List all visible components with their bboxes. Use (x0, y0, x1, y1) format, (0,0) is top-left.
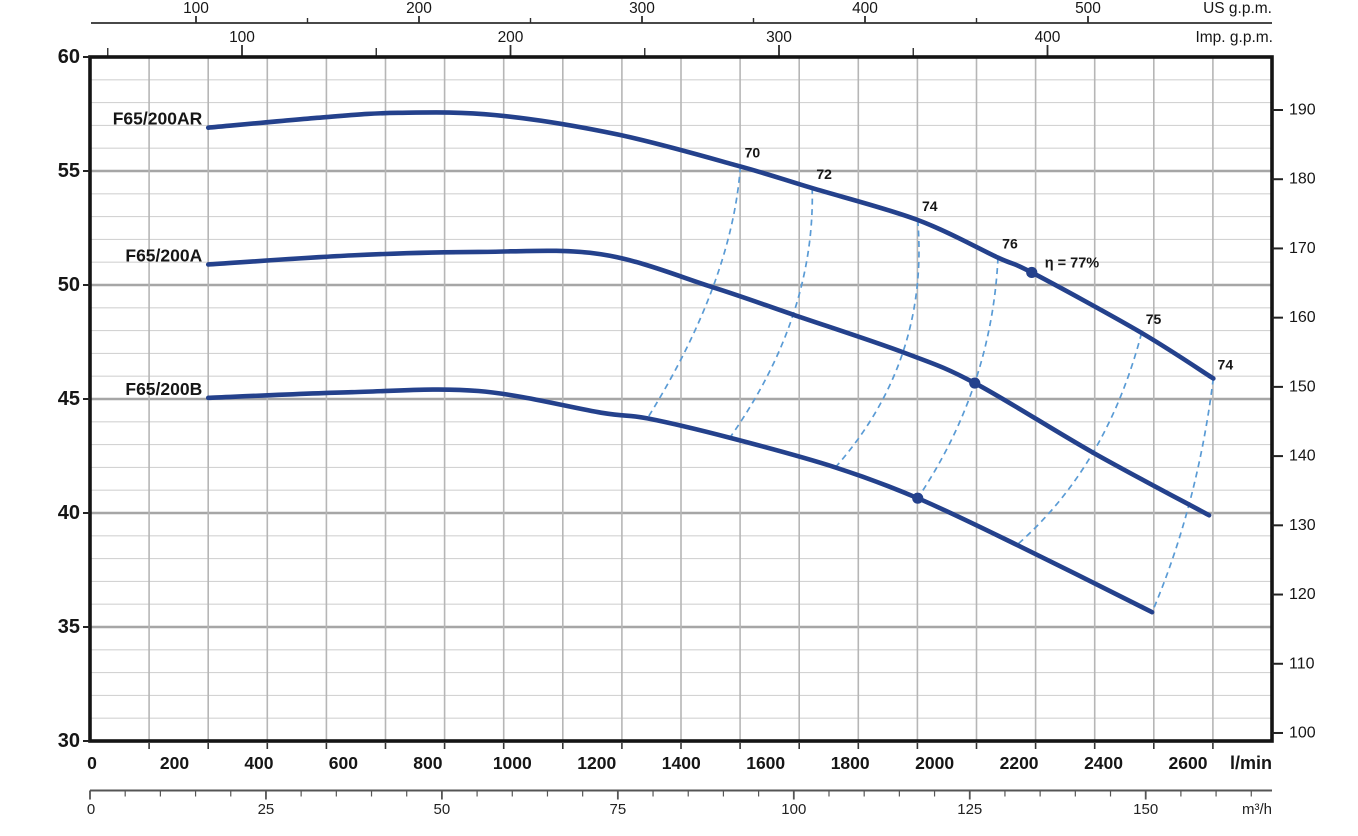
imp-gpm-tick-label: 200 (498, 29, 524, 46)
m3h-tick-label: 150 (1133, 801, 1158, 818)
imp-gpm-unit-label: Imp. g.p.m. (1195, 29, 1273, 46)
pump-curve-label-F65/200AR: F65/200AR (113, 109, 203, 129)
axis-head-m: 30 35 40 45 50 55 60 (58, 46, 90, 752)
efficiency-line-74 (834, 219, 920, 468)
head-ft-tick-label: 150 (1289, 378, 1316, 395)
lmin-tick-label: 1800 (831, 753, 870, 773)
head-ft-tick-label: 190 (1289, 102, 1316, 119)
m3h-tick-label: 0 (87, 801, 95, 818)
head-ft-tick-label: 170 (1289, 240, 1316, 257)
axis-head-ft: 100 110 120 130 140 150 160 170 180 190 (1272, 102, 1316, 741)
efficiency-line-70 (646, 166, 742, 419)
imp-gpm-tick-label: 300 (766, 29, 792, 46)
head-m-tick-label: 35 (58, 616, 80, 638)
head-m-tick-label: 40 (58, 502, 80, 524)
lmin-tick-label: 200 (160, 753, 189, 773)
efficiency-lines: 70 72 74 76 75 74 (646, 144, 1234, 613)
m3h-unit-label: m³/h (1242, 801, 1272, 818)
us-gpm-tick-label: 500 (1075, 0, 1101, 17)
lmin-tick-label: 400 (244, 753, 273, 773)
pump-curve-F65/200B (205, 387, 1155, 615)
efficiency-max-label: η = 77% (1045, 255, 1100, 271)
us-gpm-tick-label: 200 (406, 0, 432, 17)
head-m-tick-label: 45 (58, 388, 80, 410)
duty-points: η = 77% (912, 255, 1100, 504)
efficiency-label-76: 76 (1002, 236, 1018, 252)
pump-curve-F65/200A (205, 248, 1212, 518)
lmin-tick-label: 1600 (746, 753, 785, 773)
pump-curve-F65/200AR (205, 110, 1216, 381)
imp-gpm-tick-label: 100 (229, 29, 255, 46)
m3h-tick-label: 50 (434, 801, 451, 818)
head-ft-tick-label: 110 (1289, 655, 1315, 672)
lmin-tick-label: 1000 (493, 753, 532, 773)
lmin-tick-label: 1200 (577, 753, 616, 773)
us-gpm-tick-label: 400 (852, 0, 878, 17)
head-ft-tick-label: 140 (1289, 448, 1316, 465)
efficiency-label-74: 74 (922, 198, 938, 214)
head-m-tick-label: 60 (58, 46, 80, 68)
lmin-unit-label: l/min (1230, 753, 1272, 773)
head-ft-tick-label: 130 (1289, 517, 1316, 534)
axis-us-gpm: 100 200 300 400 500 US g.p.m. (91, 0, 1272, 24)
head-ft-tick-label: 160 (1289, 309, 1316, 326)
lmin-tick-label: 0 (87, 753, 97, 773)
lmin-tick-label: 800 (413, 753, 442, 773)
us-gpm-tick-label: 100 (183, 0, 209, 17)
m3h-tick-label: 100 (781, 801, 806, 818)
head-ft-tick-label: 100 (1289, 724, 1316, 741)
pump-curves: F65/200AR F65/200A F65/200B (113, 109, 1216, 615)
efficiency-label-70: 70 (745, 144, 761, 160)
head-m-tick-label: 50 (58, 274, 80, 296)
efficiency-line-74 (1151, 378, 1215, 613)
efficiency-label-75: 75 (1146, 311, 1162, 327)
axis-imp-gpm: 100 200 300 400 Imp. g.p.m. (107, 29, 1273, 56)
pump-curve-label-F65/200A: F65/200A (125, 245, 202, 265)
head-m-tick-label: 30 (58, 730, 80, 752)
m3h-tick-label: 125 (957, 801, 982, 818)
efficiency-label-72: 72 (816, 166, 832, 182)
us-gpm-tick-label: 300 (629, 0, 655, 17)
lmin-tick-label: 2000 (915, 753, 954, 773)
m3h-tick-label: 75 (610, 801, 627, 818)
us-gpm-unit-label: US g.p.m. (1203, 0, 1272, 17)
efficiency-label-74: 74 (1218, 356, 1234, 372)
pump-curve-label-F65/200B: F65/200B (125, 379, 202, 399)
lmin-tick-label: 2200 (1000, 753, 1039, 773)
lmin-tick-label: 600 (329, 753, 358, 773)
grid (90, 57, 1272, 741)
duty-point-F65/200B (912, 492, 924, 504)
head-ft-tick-label: 120 (1289, 586, 1316, 603)
lmin-tick-label: 2600 (1169, 753, 1208, 773)
m3h-tick-label: 25 (258, 801, 275, 818)
duty-point-F65/200AR (1026, 266, 1038, 279)
duty-point-F65/200A (969, 377, 981, 389)
lmin-tick-label: 1400 (662, 753, 701, 773)
head-ft-tick-label: 180 (1289, 171, 1316, 188)
lmin-tick-label: 2400 (1084, 753, 1123, 773)
imp-gpm-tick-label: 400 (1035, 29, 1061, 46)
axis-lmin: 0 200 400 600 800 1000 1200 1400 1600 1800 2000 220… (87, 743, 1272, 773)
head-m-tick-label: 55 (58, 160, 80, 182)
axis-m3h: 0 25 50 75 100 125 150 m³/h (87, 789, 1272, 818)
